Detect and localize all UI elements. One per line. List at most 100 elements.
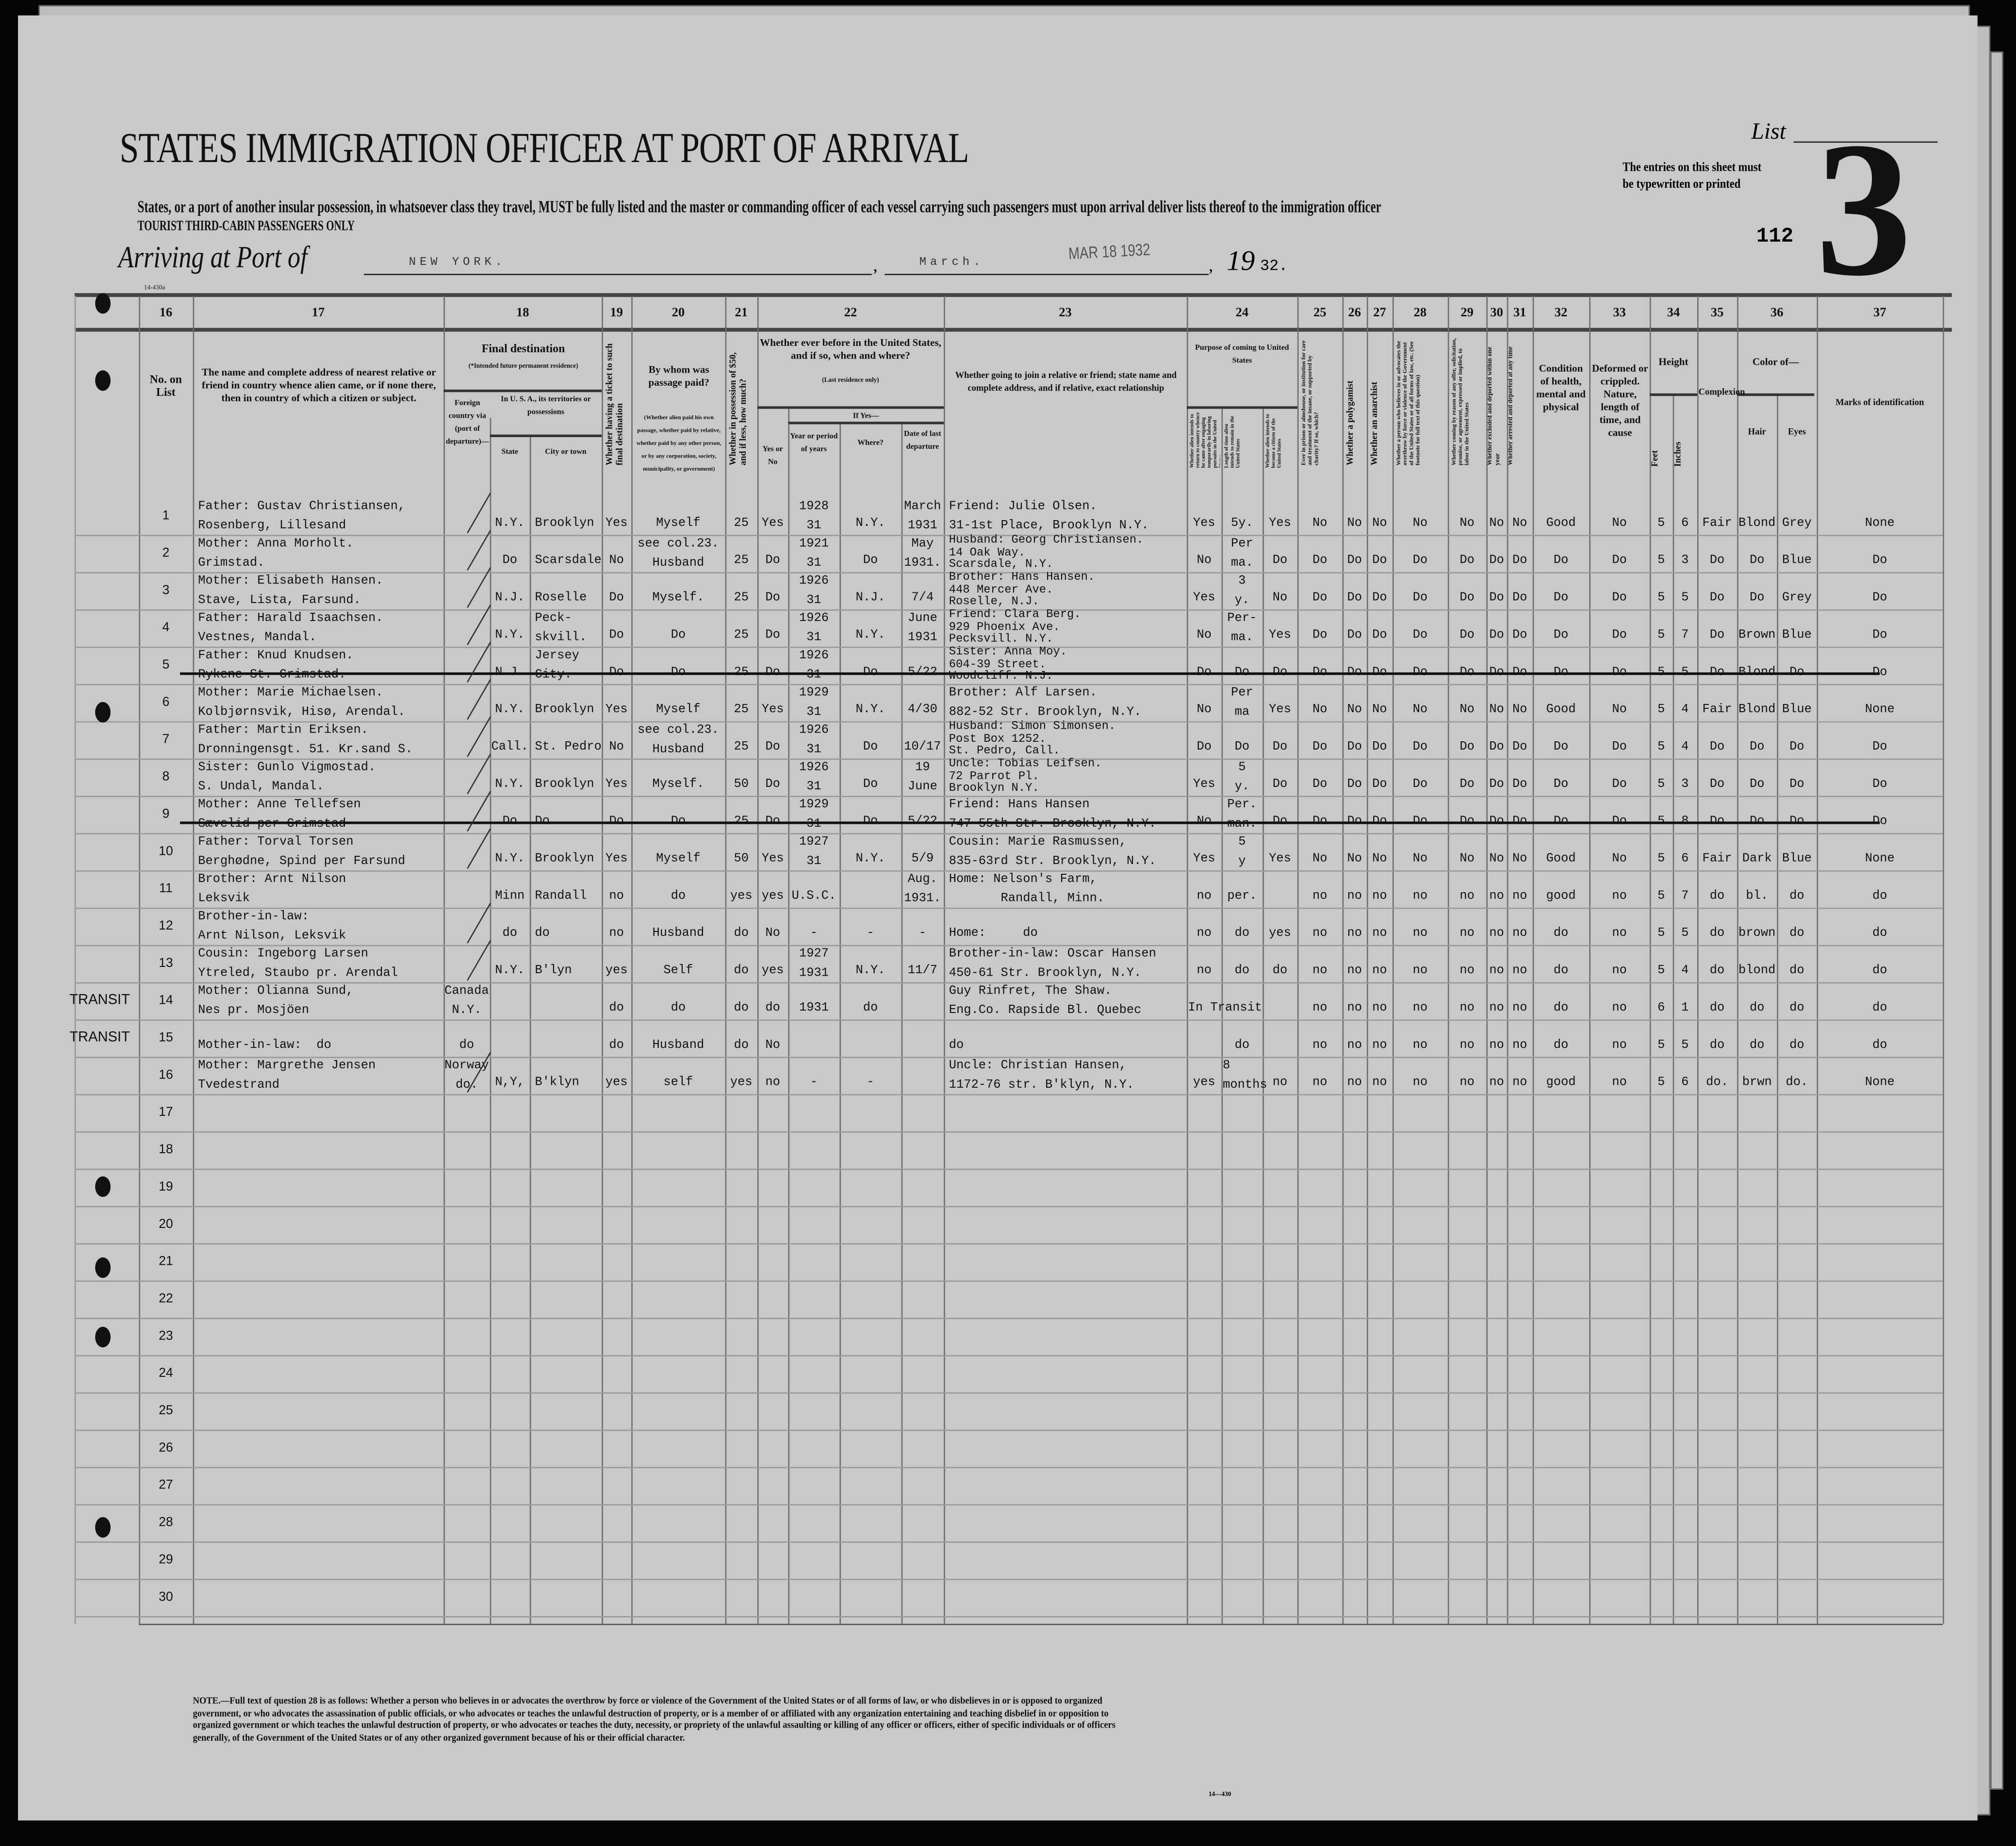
punch-hole	[95, 702, 111, 723]
header-passage-paid: By whom was passage paid?	[648, 363, 709, 389]
cell-state: Minn	[495, 888, 525, 903]
received-date-stamp: MAR 18 1932	[1068, 239, 1151, 263]
header-height: Height	[1658, 356, 1688, 368]
header-prison: Ever in prison or almshouse, or institut…	[1300, 340, 1319, 466]
cell-money: 50	[734, 776, 749, 791]
row-number: 25	[159, 1404, 173, 1418]
cell-hair: brwn	[1742, 1075, 1772, 1089]
row-number: 21	[159, 1255, 173, 1269]
column-number: 23	[1059, 306, 1072, 320]
row-rule	[74, 1019, 1943, 1021]
header-polygamist: Whether a polygamist	[1344, 380, 1356, 466]
cell-inches: 7	[1681, 627, 1689, 642]
cell-eyes: Blue	[1782, 627, 1812, 642]
cell-feet: 5	[1657, 627, 1665, 642]
header-inches: Inches	[1674, 441, 1683, 467]
row-number: 23	[159, 1329, 173, 1344]
cell-marks: Do	[1872, 627, 1887, 642]
cell-p24-length: do	[1234, 963, 1250, 978]
cell-joining: Husband: Simon Simonsen. Post Box 1252. …	[949, 720, 1116, 758]
cell-city: Brooklyn	[535, 702, 594, 717]
cell-before: Yes	[761, 851, 784, 866]
cell-relative: Father: Harald Isaachsen. Vestnes, Manda…	[198, 610, 383, 644]
row-number: 19	[159, 1180, 173, 1194]
row-number: 2	[162, 546, 170, 561]
cell-relative: Mother: Olianna Sund, Nes pr. Mosjöen	[198, 983, 354, 1016]
column-divider	[1342, 295, 1344, 1624]
header-purpose: Purpose of coming to United States	[1195, 344, 1289, 365]
cell-paid-by: Husband	[652, 1037, 705, 1052]
cell-c28: Do	[1412, 776, 1428, 791]
cell-c29: Do	[1459, 627, 1475, 642]
column-number: 17	[311, 306, 325, 320]
comma-2: ,	[1209, 257, 1213, 277]
cell-money: 25	[734, 665, 749, 679]
header-purpose-length: Length of time alien intends to remain i…	[1224, 415, 1241, 468]
cell-departed: -	[918, 926, 926, 940]
cell-before: Yes	[761, 515, 784, 530]
cell-c25: Do	[1312, 590, 1328, 604]
port-value: NEW YORK.	[409, 256, 507, 269]
header-subrule	[1649, 393, 1698, 396]
cell-paid-by: Myself.	[652, 590, 705, 604]
cell-paid-by: Do	[671, 814, 686, 828]
cell-c26: Do	[1347, 553, 1362, 567]
cell-hair: Blond	[1738, 702, 1776, 717]
transit-margin-note: TRANSIT	[69, 992, 130, 1008]
cell-c28: no	[1412, 926, 1428, 940]
cell-years: -	[810, 1075, 818, 1089]
row-rule	[74, 982, 1943, 984]
cell-ticket: do	[609, 1037, 624, 1052]
cell-complexion: Do	[1709, 665, 1725, 679]
cell-years: 1921 31	[799, 536, 829, 569]
cell-c25: Do	[1312, 627, 1328, 642]
cell-city: Randall	[535, 888, 587, 903]
cell-inches: 4	[1681, 963, 1689, 978]
cell-eyes: do	[1789, 1000, 1804, 1014]
manifest-sheet: 14-430a STATES IMMIGRATION OFFICER AT PO…	[18, 15, 1978, 1821]
cell-c29: Do	[1459, 590, 1475, 604]
cell-hair: Do	[1749, 776, 1765, 791]
cell-feet: 5	[1657, 814, 1665, 828]
cell-c28: no	[1412, 963, 1428, 978]
row-rule	[74, 535, 1943, 537]
cell-before: Do	[765, 665, 780, 679]
cell-hair: Dark	[1742, 851, 1772, 866]
column-number: 27	[1373, 306, 1386, 320]
cell-c28: no	[1412, 1000, 1428, 1014]
cell-p24-length: do	[1234, 926, 1250, 940]
cell-c29: no	[1459, 1000, 1475, 1014]
cell-marks: None	[1865, 851, 1895, 866]
cell-p24-length: Per- ma.	[1227, 610, 1257, 644]
cell-state: Call.	[491, 739, 528, 753]
cell-deformed: Do	[1612, 739, 1627, 753]
cell-feet: 5	[1657, 926, 1665, 940]
cell-c31: No	[1512, 851, 1527, 866]
cell-hair: bl.	[1746, 888, 1769, 903]
cell-c30: Do	[1489, 739, 1504, 753]
cell-c25: no	[1312, 1037, 1328, 1052]
cell-where: N.Y.	[855, 963, 885, 978]
column-divider	[602, 295, 603, 1624]
column-number: 20	[672, 306, 685, 320]
cell-departed: March 1931	[904, 499, 941, 532]
cell-inches: 3	[1681, 553, 1689, 567]
cell-years: 1926 31	[799, 573, 829, 606]
cell-years: U.S.C.	[791, 888, 836, 903]
cell-p24-length: Do	[1234, 665, 1250, 679]
cell-deformed: no	[1612, 926, 1627, 940]
cell-eyes: do	[1789, 963, 1804, 978]
cell-p24-length: Per ma	[1231, 685, 1253, 719]
row-rule	[74, 1504, 1943, 1506]
row-number: 14	[159, 994, 173, 1008]
cell-c26: No	[1347, 851, 1362, 866]
cell-paid-by: Myself	[656, 515, 701, 530]
cell-p24-return: Yes	[1193, 590, 1215, 604]
column-divider	[1392, 295, 1394, 1624]
cell-years: 1929 31	[799, 685, 829, 719]
cell-money: yes	[730, 888, 753, 903]
cell-ticket: Do	[609, 814, 624, 828]
cell-deformed: no	[1612, 1000, 1627, 1014]
cell-departed: 5/9	[911, 851, 934, 866]
cell-foreign: Canada N.Y.	[444, 983, 489, 1016]
